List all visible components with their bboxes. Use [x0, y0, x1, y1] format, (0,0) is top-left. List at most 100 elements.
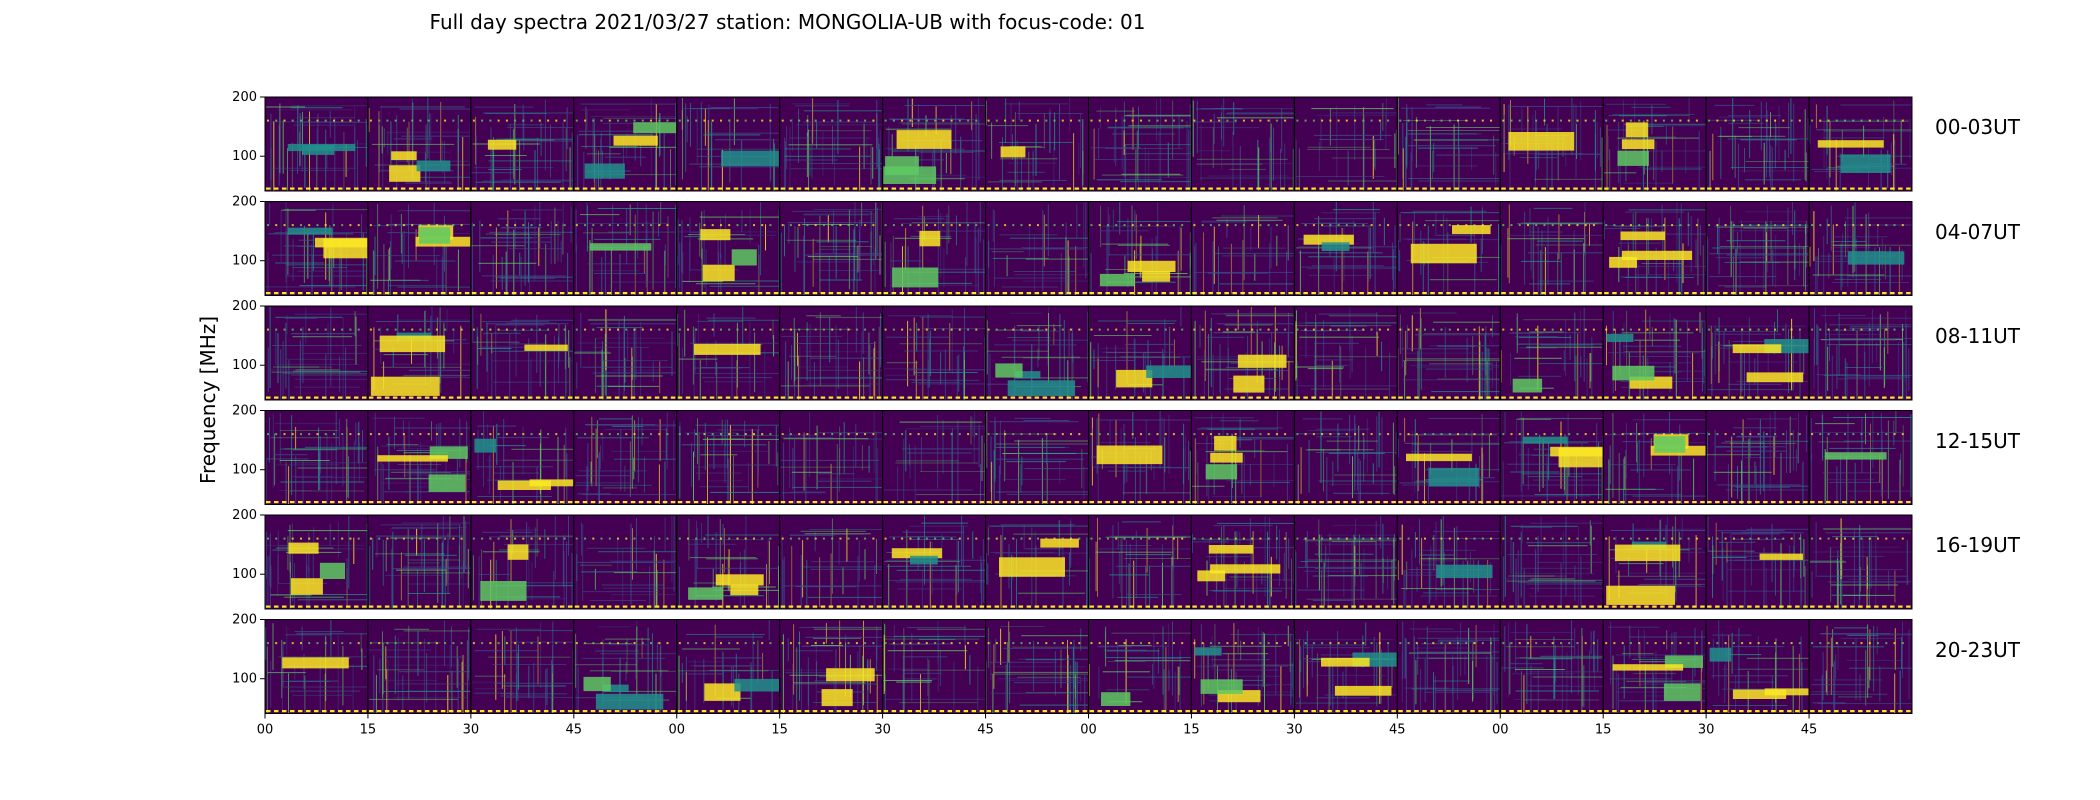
- spectrum-panel: [1705, 410, 1810, 505]
- spectrum-panel: [1499, 410, 1604, 505]
- spectrum-panel: [367, 410, 472, 505]
- y-tick-label: 100: [232, 254, 257, 269]
- spectrum-panel: [1705, 96, 1810, 192]
- spectrum-panel: [573, 514, 678, 610]
- x-tick-label: 15: [1595, 723, 1612, 738]
- spectrum-panel: [367, 619, 472, 714]
- spectrum-panel: [676, 96, 781, 192]
- spectrum-panel: [1396, 514, 1501, 610]
- y-tick-label: 200: [232, 90, 257, 105]
- spectrum-panel: [985, 514, 1089, 610]
- spectrum-panel: [676, 619, 781, 714]
- y-tick-label: 200: [232, 404, 257, 419]
- x-tick-label: 30: [874, 723, 891, 738]
- spectrum-panel: [1293, 305, 1398, 401]
- row-label: 08-11UT: [1935, 324, 2020, 348]
- spectrum-panel: [573, 96, 678, 192]
- spectrum-panel: [1293, 514, 1399, 610]
- spectrum-panel: [1705, 514, 1810, 610]
- x-tick-label: 45: [566, 723, 583, 738]
- spectrum-panel: [1499, 305, 1605, 401]
- spectrum-panel: [1190, 410, 1295, 505]
- spectrum-panel: [1602, 514, 1707, 610]
- y-tick-label: 100: [232, 567, 257, 582]
- spectrum-panel: [1088, 201, 1192, 296]
- row-label: 12-15UT: [1935, 428, 2020, 453]
- spectrum-panel: [676, 305, 781, 401]
- spectrum-panel: [1190, 619, 1295, 714]
- spectrum-panel: [985, 305, 1089, 401]
- spectrum-panel: [676, 514, 781, 610]
- spectrum-panel: [1190, 514, 1295, 610]
- spectrum-panel: [1499, 514, 1604, 610]
- spectrum-panel: [779, 305, 884, 401]
- x-tick-label: 15: [360, 723, 377, 738]
- spectrum-panel: [779, 201, 884, 296]
- spectrum-panel: [1499, 96, 1604, 192]
- x-tick-label: 15: [771, 723, 788, 738]
- spectrum-panel: [1190, 96, 1295, 192]
- spectrum-panel: [573, 410, 678, 505]
- y-tick-label: 100: [232, 672, 257, 687]
- x-tick-label: 30: [1698, 723, 1715, 738]
- chart-title: Full day spectra 2021/03/27 station: MON…: [429, 10, 1146, 34]
- spectrum-panel: [1602, 305, 1707, 401]
- spectrum-panel: [676, 201, 781, 296]
- spectrum-panel: [264, 96, 369, 192]
- spectrum-panel: [470, 201, 575, 296]
- spectrum-panel: [1705, 201, 1810, 296]
- spectrum-panel: [470, 514, 575, 610]
- spectrum-panel: [367, 305, 472, 401]
- spectrum-panel: [1808, 305, 1913, 401]
- spectrum-panel: [1808, 201, 1913, 296]
- row-label: 20-23UT: [1935, 637, 2020, 662]
- spectrum-panel: [264, 410, 369, 505]
- spectrum-panel: [1088, 514, 1192, 610]
- x-tick-label: 30: [1286, 723, 1303, 738]
- spectrum-panel: [367, 96, 472, 192]
- spectrum-panel: [1396, 305, 1501, 401]
- y-tick-label: 200: [232, 508, 257, 523]
- row-label: 04-07UT: [1935, 219, 2020, 244]
- spectrum-panel: [1602, 410, 1707, 505]
- x-tick-label: 00: [1080, 723, 1097, 738]
- spectrum-panel: [367, 514, 472, 610]
- spectrum-panel: [1602, 201, 1707, 296]
- y-tick-label: 100: [232, 149, 257, 164]
- row-label: 16-19UT: [1935, 533, 2020, 557]
- spectrum-panel: [1088, 619, 1193, 714]
- spectrum-panel: [264, 201, 369, 296]
- spectra-row-12-15: 200 100: [232, 404, 1913, 505]
- spectrum-panel: [573, 305, 678, 401]
- spectrum-panel: [779, 410, 884, 505]
- spectrum-panel: [882, 514, 986, 610]
- spectrum-panel: [1808, 410, 1913, 505]
- spectrum-panel: [470, 619, 575, 714]
- x-tick-label: 00: [1492, 723, 1509, 738]
- spectrum-panel: [882, 305, 986, 401]
- x-tick-label: 00: [257, 723, 274, 738]
- spectrum-panel: [985, 201, 1089, 296]
- spectrum-panel: [367, 201, 472, 296]
- spectrum-panel: [1808, 619, 1913, 714]
- y-tick-label: 200: [232, 613, 257, 628]
- spectrum-panel: [264, 619, 369, 714]
- spectrum-panel: [470, 96, 575, 192]
- spectrum-panel: [1602, 96, 1707, 192]
- y-tick-label: 200: [232, 195, 257, 210]
- spectrum-panel: [985, 619, 1089, 714]
- spectra-row-20-23: 200 100: [232, 613, 1913, 714]
- x-tick-label: 00: [668, 723, 685, 738]
- spectrum-panel: [264, 514, 369, 610]
- spectrum-panel: [1088, 410, 1192, 505]
- row-label: 00-03UT: [1935, 115, 2020, 139]
- spectrum-panel: [985, 96, 1089, 192]
- spectrum-panel: [985, 410, 1089, 505]
- x-tick-label: 15: [1183, 723, 1200, 738]
- spectrum-panel: [1190, 305, 1295, 401]
- spectrum-panel: [1396, 96, 1501, 192]
- spectrum-panel: [676, 410, 781, 505]
- spectrum-panel: [1293, 96, 1398, 192]
- spectrum-panel: [1088, 305, 1192, 401]
